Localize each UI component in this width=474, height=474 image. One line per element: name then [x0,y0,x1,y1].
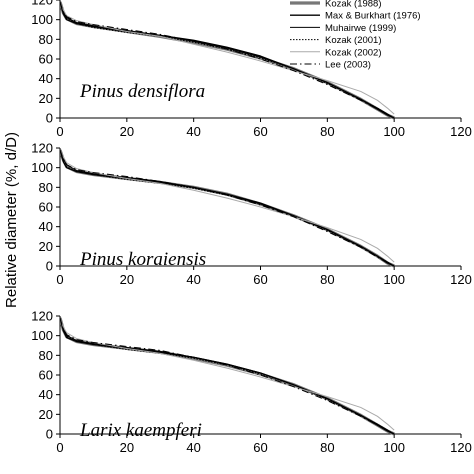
x-tick-label: 40 [186,124,200,139]
series-line-4 [60,316,395,435]
legend-entry: Muhairwe (1999) [325,23,396,34]
legend-entry: Kozak (2002) [325,47,382,58]
y-tick-label: 40 [39,71,53,86]
x-tick-label: 80 [320,272,334,287]
series-line-6 [60,317,395,435]
x-tick-label: 120 [450,272,472,287]
y-tick-label: 100 [31,160,53,175]
y-tick-label: 20 [39,239,53,254]
y-tick-label: 0 [46,111,53,126]
y-tick-label: 100 [31,12,53,27]
y-tick-label: 0 [46,427,53,442]
y-tick-label: 60 [39,200,53,215]
x-tick-label: 100 [383,440,405,455]
series-line-6 [60,1,395,119]
species-label: Pinus koraiensis [79,249,206,270]
legend-entry: Kozak (2001) [325,35,382,46]
y-tick-label: 80 [39,348,53,363]
y-tick-label: 100 [31,328,53,343]
legend-entry: Lee (2003) [325,60,371,71]
legend-entry: Max & Burkhart (1976) [325,11,421,22]
series-line-5 [60,149,395,263]
y-tick-label: 120 [31,309,53,324]
series-line-2 [60,317,395,435]
y-tick-label: 40 [39,387,53,402]
series-line-5 [60,317,395,431]
y-tick-label: 60 [39,368,53,383]
x-tick-label: 40 [186,440,200,455]
panel-2: 0 20 40 60 80 100 120 0 20 40 60 80 100 120 Pinus kora… [31,141,472,288]
x-tick-label: 100 [383,272,405,287]
y-tick-label: 80 [39,180,53,195]
panel-1: 0 20 40 60 80 100 120 0 20 40 60 80 100 120 Pinus dens… [31,0,472,139]
y-tick-label: 80 [39,32,53,47]
x-tick-label: 20 [120,440,134,455]
x-tick-label: 40 [186,272,200,287]
x-tick-label: 60 [253,440,267,455]
x-tick-label: 120 [450,440,472,455]
x-tick-label: 60 [253,272,267,287]
series-group [60,316,395,436]
y-tick-label: 120 [31,0,53,8]
x-tick-label: 0 [56,272,63,287]
x-tick-label: 20 [120,124,134,139]
y-tick-label: 60 [39,52,53,67]
series-line-1 [60,317,395,436]
y-tick-label: 20 [39,91,53,106]
series-group [60,148,395,268]
legend-entry: Kozak (1988) [325,0,382,10]
y-tick-label: 0 [46,259,53,274]
legend: Kozak (1988)Max & Burkhart (1976)Muhairw… [290,0,421,71]
x-tick-label: 0 [56,124,63,139]
x-tick-label: 100 [383,124,405,139]
x-tick-label: 0 [56,440,63,455]
species-label: Larix kaempferi [79,420,202,441]
species-label: Pinus densiflora [79,81,205,102]
series-line-6 [60,149,395,267]
series-group [60,0,395,120]
y-tick-label: 20 [39,407,53,422]
y-tick-label: 120 [31,141,53,156]
x-tick-label: 60 [253,124,267,139]
x-tick-label: 120 [450,124,472,139]
y-axis-label: Relative diameter (%, d/D) [3,132,20,308]
panel-3: 0 20 40 60 80 100 120 0 20 40 60 80 100 120 Larix kaem… [31,309,472,456]
x-tick-label: 80 [320,440,334,455]
series-line-3 [60,317,395,435]
series-line-5 [60,1,395,115]
y-tick-label: 40 [39,219,53,234]
x-tick-label: 80 [320,124,334,139]
x-tick-label: 20 [120,272,134,287]
